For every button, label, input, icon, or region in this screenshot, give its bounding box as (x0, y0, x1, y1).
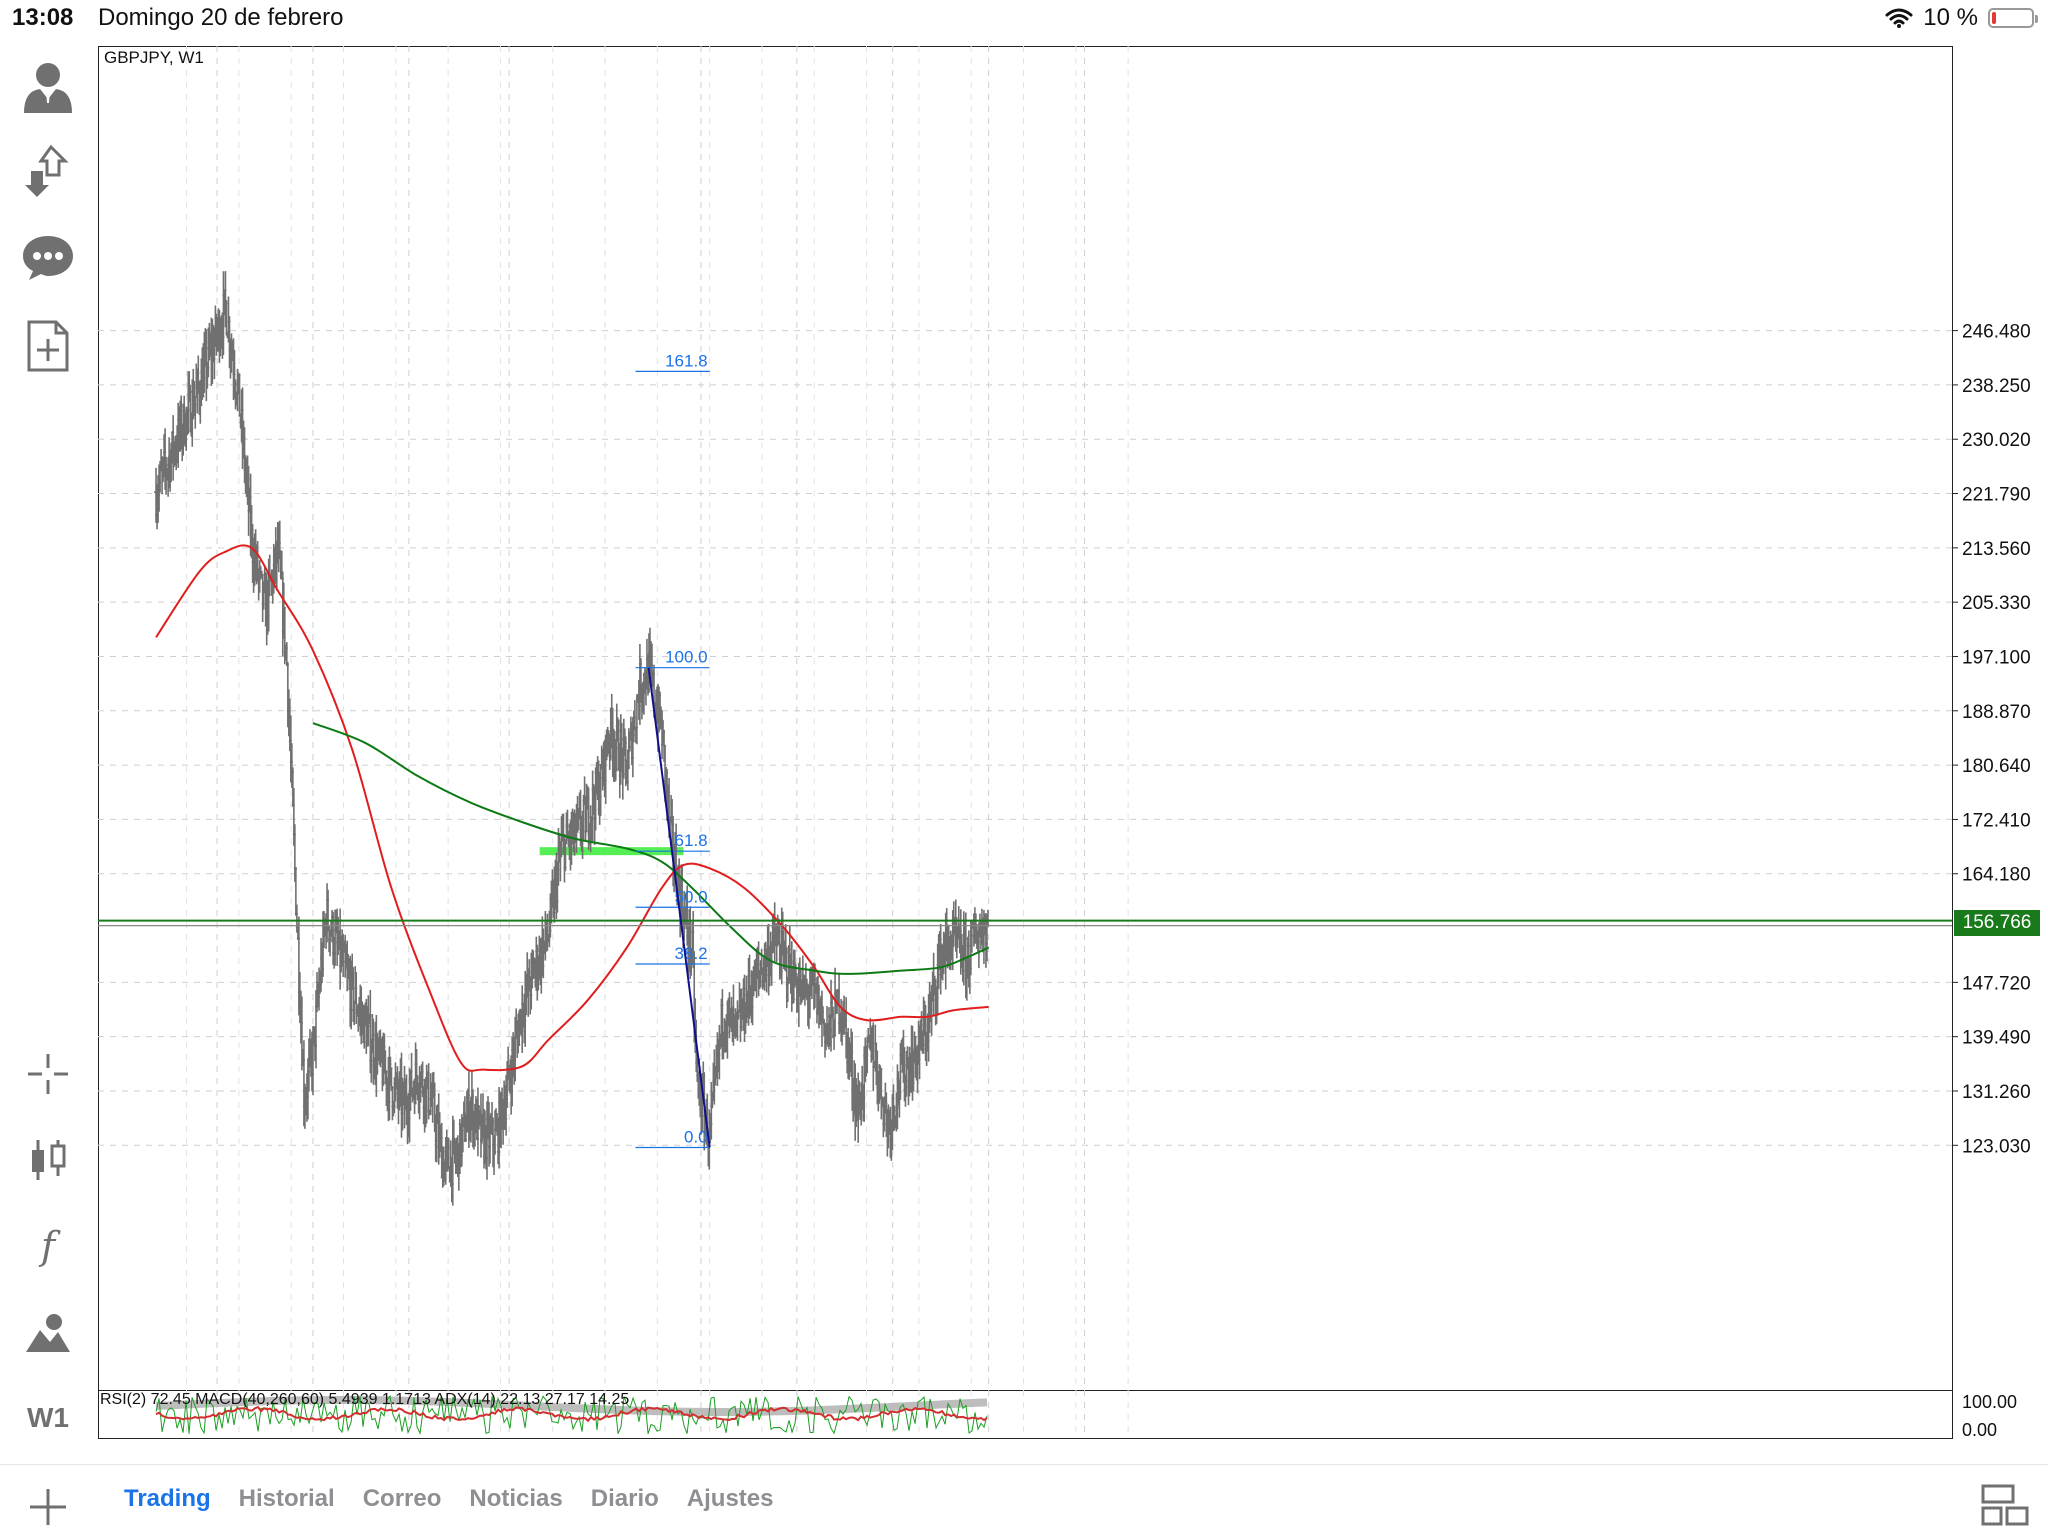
indicator-tick-label: 100.00 (1962, 1392, 2017, 1412)
status-bar: 13:08 Domingo 20 de febrero 10 % (0, 0, 2048, 40)
add-icon[interactable] (24, 1483, 72, 1531)
adx-line (155, 1405, 988, 1423)
rsi-line (155, 1394, 988, 1435)
crosshair-button[interactable] (18, 1044, 78, 1104)
objects-icon (26, 1314, 70, 1352)
x-tick-label: 10 Jun 2018 (745, 1444, 850, 1446)
current-price-tag: 156.766 (1954, 909, 2040, 936)
chat-button[interactable] (18, 228, 78, 288)
y-tick-label: 246.480 (1962, 322, 2031, 343)
y-tick-label: 205.330 (1962, 593, 2031, 614)
chart-title: GBPJPY, W1 (104, 48, 204, 67)
indicator-tick-label: 0.00 (1962, 1420, 1997, 1440)
tab-diario[interactable]: Diario (590, 1485, 659, 1512)
y-tick-label: 147.720 (1962, 973, 2031, 994)
macd-histogram (155, 1396, 988, 1416)
indicators-icon: f (40, 1224, 56, 1268)
fib-level-label: 161.8 (665, 351, 708, 370)
x-tick-label: 12 Apr 2020 (841, 1444, 943, 1446)
x-tick-label: 30 Jan 2011 (357, 1444, 460, 1446)
trade-button[interactable] (18, 142, 78, 202)
timeframe-button[interactable]: W1 (18, 1388, 78, 1448)
x-tick-label: 2 Dec 2012 (461, 1444, 558, 1446)
tab-list: Trading Historial Correo Noticias Diario Ajus… (110, 1485, 787, 1513)
account-button[interactable] (18, 56, 78, 116)
battery-icon (1988, 8, 2038, 28)
fib-level-label: 50.0 (675, 887, 708, 906)
fib-level-label: 38.2 (675, 944, 708, 963)
y-tick-label: 238.250 (1962, 376, 2031, 397)
indicator-plots (155, 1394, 988, 1435)
bottom-tab-bar: Trading Historial Correo Noticias Diario Ajus… (0, 1464, 2048, 1537)
trade-arrows-icon (25, 145, 69, 197)
status-right: 10 % (1885, 4, 2038, 32)
fib-level-label: 0.0 (684, 1127, 708, 1146)
chart-type-button[interactable] (18, 1130, 78, 1190)
y-tick-label: 123.030 (1962, 1136, 2031, 1157)
y-tick-label: 188.870 (1962, 702, 2031, 723)
y-tick-label: 197.100 (1962, 647, 2031, 668)
tab-noticias[interactable]: Noticias (469, 1485, 563, 1512)
status-time: 13:08 (12, 4, 74, 31)
y-tick-label: 213.560 (1962, 539, 2031, 560)
objects-button[interactable] (18, 1302, 78, 1362)
chart-frame (98, 46, 1953, 1391)
tab-trading[interactable]: Trading (124, 1485, 211, 1512)
ma-red-line (155, 544, 989, 1072)
chat-icon (23, 236, 73, 280)
y-tick-label: 131.260 (1962, 1082, 2031, 1103)
y-tick-label: 180.640 (1962, 756, 2031, 777)
chart-area[interactable]: 246.480 238.250 230.020 221.790 213.560 205.3… (98, 46, 2048, 1446)
new-document-button[interactable] (18, 316, 78, 376)
left-toolbar: f W1 (0, 44, 96, 1464)
x-tick-label: 5 Oct 2014 (559, 1444, 652, 1446)
y-tick-label: 221.790 (1962, 485, 2031, 506)
y-tick-label: 139.490 (1962, 1028, 2031, 1049)
y-tick-label: 172.410 (1962, 810, 2031, 831)
status-date: Domingo 20 de febrero (98, 4, 344, 31)
x-tick-label: 29 Mar 2009 (260, 1444, 367, 1446)
tab-ajustes[interactable]: Ajustes (686, 1485, 774, 1512)
price-bars (154, 271, 990, 1206)
crosshair-icon (28, 1054, 68, 1094)
fib-trend-line (647, 667, 711, 1148)
indicator-frame (98, 1390, 1953, 1439)
x-tick-label: 7 Aug 2016 (653, 1444, 749, 1446)
ma-green-line (312, 722, 990, 975)
new-document-icon (27, 320, 69, 372)
y-tick-label: 230.020 (1962, 430, 2031, 451)
fib-level-label: 100.0 (665, 648, 708, 667)
x-tick-label: 27 May 2007 (162, 1444, 272, 1446)
chart-type-icon (32, 1140, 66, 1180)
tab-correo[interactable]: Correo (362, 1485, 442, 1512)
support-zone (539, 847, 684, 856)
battery-percent: 10 % (1923, 4, 1978, 31)
indicators-button[interactable]: f (18, 1216, 78, 1276)
y-tick-label: 164.180 (1962, 865, 2031, 886)
fib-level-label: 61.8 (675, 831, 708, 850)
layout-icon[interactable] (1980, 1483, 2030, 1527)
indicator-legend: RSI(2) 72.45 MACD(40,260,60) 5.4939 1.17… (100, 1391, 630, 1408)
account-icon (24, 63, 72, 113)
tab-historial[interactable]: Historial (238, 1485, 335, 1512)
timeframe-label: W1 (27, 1402, 69, 1433)
x-tick-label: 17 Dec 2023 (1031, 1444, 1139, 1446)
price-chart[interactable]: 246.480 238.250 230.020 221.790 213.560 205.3… (98, 46, 2048, 1446)
wifi-icon (1885, 8, 1913, 28)
